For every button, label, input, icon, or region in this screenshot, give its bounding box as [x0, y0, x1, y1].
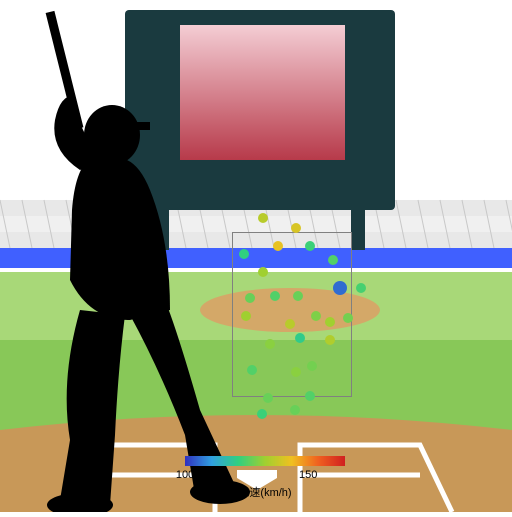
pitch-point [245, 293, 255, 303]
legend-gradient-bar [185, 456, 345, 466]
pitch-point [285, 319, 295, 329]
pitch-point [273, 241, 283, 251]
pitch-point [270, 291, 280, 301]
pitch-point [265, 339, 275, 349]
pitch-point [247, 365, 257, 375]
legend-axis-label: 球速(km/h) [238, 484, 291, 500]
pitch-point [239, 249, 249, 259]
pitch-point [343, 313, 353, 323]
pitch-point [333, 281, 347, 295]
pitch-point [305, 391, 315, 401]
pitch-point [305, 241, 315, 251]
pitch-point [241, 311, 251, 321]
pitch-point [263, 393, 273, 403]
pitch-point [293, 291, 303, 301]
legend-tick: 100 [176, 469, 194, 481]
pitch-point [257, 409, 267, 419]
pitch-point [258, 267, 268, 277]
pitch-point [311, 311, 321, 321]
pitch-point [328, 255, 338, 265]
pitch-point [356, 283, 366, 293]
chart-stage: 100 150 球速(km/h) [0, 0, 512, 512]
pitch-point [291, 223, 301, 233]
pitch-point [325, 335, 335, 345]
pitch-point [290, 405, 300, 415]
pitch-point [325, 317, 335, 327]
pitch-point [295, 333, 305, 343]
pitch-point [291, 367, 301, 377]
pitch-point [258, 213, 268, 223]
legend-tick: 150 [299, 469, 317, 481]
pitch-point [307, 361, 317, 371]
